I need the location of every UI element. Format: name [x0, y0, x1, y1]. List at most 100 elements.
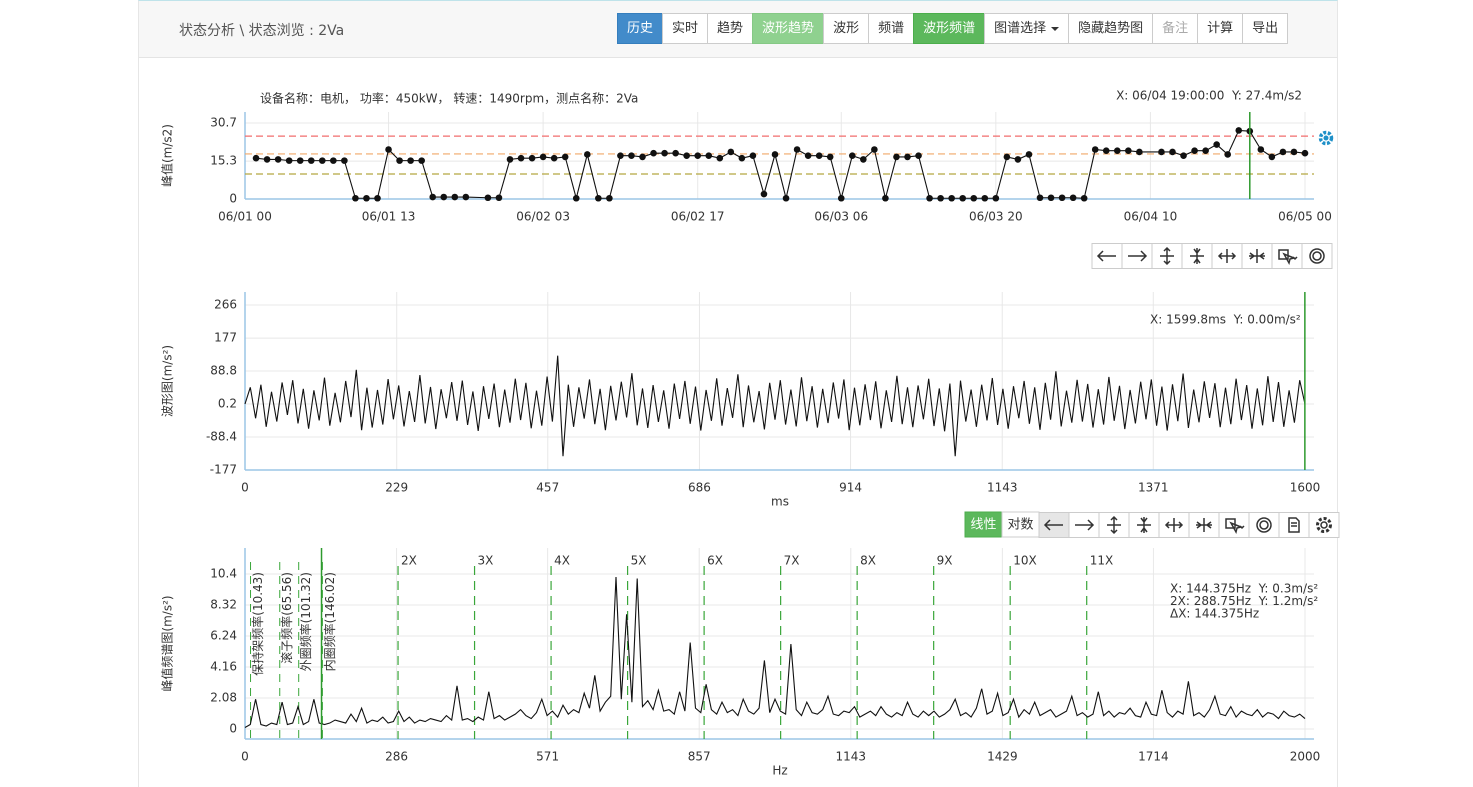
- tool-icon: [1137, 517, 1151, 533]
- tool-button[interactable]: [1301, 243, 1333, 269]
- toolbar-button[interactable]: 导出: [1242, 13, 1289, 44]
- data-point: [418, 157, 425, 164]
- x-tick-label: 06/02 17: [671, 210, 725, 224]
- tool-button[interactable]: [1218, 512, 1250, 538]
- data-point: [860, 156, 867, 163]
- x-tick-label: 0: [241, 481, 249, 495]
- toolbar-button[interactable]: 实时: [662, 13, 709, 44]
- tool-button[interactable]: [1181, 243, 1213, 269]
- data-point: [274, 156, 282, 163]
- tool-icon: [1217, 249, 1237, 263]
- data-point: [705, 152, 713, 159]
- x-tick-label: 571: [536, 750, 559, 764]
- data-point: [307, 157, 315, 164]
- tool-icon: [1043, 519, 1063, 531]
- fault-frequency-label: 保持架频率(10.43): [250, 572, 265, 676]
- tool-button[interactable]: [1098, 512, 1130, 538]
- data-point: [396, 157, 403, 164]
- harmonic-label: 4X: [554, 554, 570, 568]
- toolbar-button[interactable]: 计算: [1197, 13, 1244, 44]
- tool-button[interactable]: [1038, 512, 1070, 538]
- tool-button[interactable]: [1121, 243, 1153, 269]
- fault-frequency-label: 内圈频率(146.02): [322, 572, 337, 671]
- x-tick-label: 686: [688, 481, 711, 495]
- tool-button[interactable]: [1128, 512, 1160, 538]
- tool-button[interactable]: [1271, 243, 1303, 269]
- data-point: [374, 194, 381, 202]
- y-tick-label: 0.2: [218, 397, 237, 411]
- tool-button[interactable]: [1158, 512, 1190, 538]
- data-point: [484, 194, 492, 202]
- data-point: [517, 154, 525, 162]
- y-tick-label: 10.4: [210, 567, 237, 581]
- toolbar-button[interactable]: 波形趋势: [752, 13, 825, 44]
- data-point: [1091, 146, 1099, 153]
- data-point: [1202, 147, 1209, 155]
- data-point: [1025, 151, 1033, 158]
- data-point: [1158, 148, 1165, 156]
- toolbar-button[interactable]: 图谱选择: [984, 13, 1070, 44]
- button-bar: 历史 实时 趋势 波形趋势 波形 频谱 波形频谱 图谱选择 隐藏趋势图 备注 计算 导出: [617, 13, 1289, 44]
- scale-button[interactable]: 线性: [964, 511, 1003, 538]
- settings-icon: [1323, 135, 1329, 141]
- data-point: [882, 194, 889, 202]
- toolbar-button[interactable]: 频谱: [868, 13, 915, 44]
- fault-frequency-label: 滚子频率(65.56): [279, 572, 294, 664]
- data-point: [970, 194, 978, 202]
- data-point: [1014, 156, 1022, 163]
- button-label: 历史: [627, 21, 654, 36]
- tool-button[interactable]: [1151, 243, 1183, 269]
- data-point: [1058, 194, 1066, 202]
- button-label: 趋势: [717, 21, 744, 36]
- data-line: [255, 129, 1306, 201]
- toolbar-button[interactable]: 隐藏趋势图: [1068, 13, 1154, 44]
- tool-button[interactable]: [1241, 243, 1273, 269]
- harmonic-label: 7X: [784, 554, 800, 568]
- tool-icon: [1249, 249, 1265, 263]
- harmonic-label: 2X: [401, 554, 417, 568]
- tool-button[interactable]: [1308, 512, 1340, 538]
- button-label: 图谱选择: [994, 21, 1047, 36]
- x-tick-label: 2000: [1290, 750, 1321, 764]
- data-point: [550, 154, 558, 162]
- tool-icon: [1278, 249, 1298, 266]
- button-label: 波形频谱: [923, 21, 976, 36]
- data-point: [937, 194, 944, 202]
- button-label: 频谱: [878, 21, 905, 36]
- harmonic-label: 3X: [478, 554, 494, 568]
- tool-button[interactable]: [1091, 243, 1123, 269]
- data-point: [760, 190, 768, 198]
- data-point: [252, 154, 260, 162]
- scale-button[interactable]: 对数: [1001, 511, 1040, 538]
- data-point: [1290, 148, 1298, 156]
- tool-button[interactable]: [1211, 243, 1243, 269]
- x-tick-label: 1714: [1138, 750, 1169, 764]
- tool-button[interactable]: [1188, 512, 1220, 538]
- button-frame: [1211, 243, 1243, 269]
- toolbar-button[interactable]: 趋势: [707, 13, 754, 44]
- data-point: [848, 152, 856, 159]
- data-point: [716, 154, 724, 162]
- x-tick-label: 914: [839, 481, 862, 495]
- toolbar-button[interactable]: 波形: [823, 13, 870, 44]
- tool-button[interactable]: [1248, 512, 1280, 538]
- harmonic-label: 8X: [860, 554, 876, 568]
- data-point: [837, 194, 845, 202]
- data-point: [1268, 153, 1276, 161]
- fault-frequency-label: 外圈频率(101.32): [298, 572, 313, 671]
- data-point: [904, 153, 911, 161]
- data-point: [871, 146, 878, 153]
- toolbar-button[interactable]: 波形频谱: [913, 13, 986, 44]
- tool-button[interactable]: [1278, 512, 1310, 538]
- toolbar-button[interactable]: 备注: [1152, 13, 1199, 44]
- button-label: 备注: [1162, 21, 1189, 36]
- button-label: 导出: [1252, 21, 1279, 36]
- data-point: [959, 194, 967, 202]
- y-tick-label: 8.32: [210, 598, 237, 612]
- tool-button[interactable]: [1068, 512, 1100, 538]
- data-point: [1113, 147, 1121, 155]
- data-point: [926, 194, 933, 202]
- data-point: [1191, 147, 1198, 155]
- x-tick-label: 06/03 06: [814, 210, 868, 224]
